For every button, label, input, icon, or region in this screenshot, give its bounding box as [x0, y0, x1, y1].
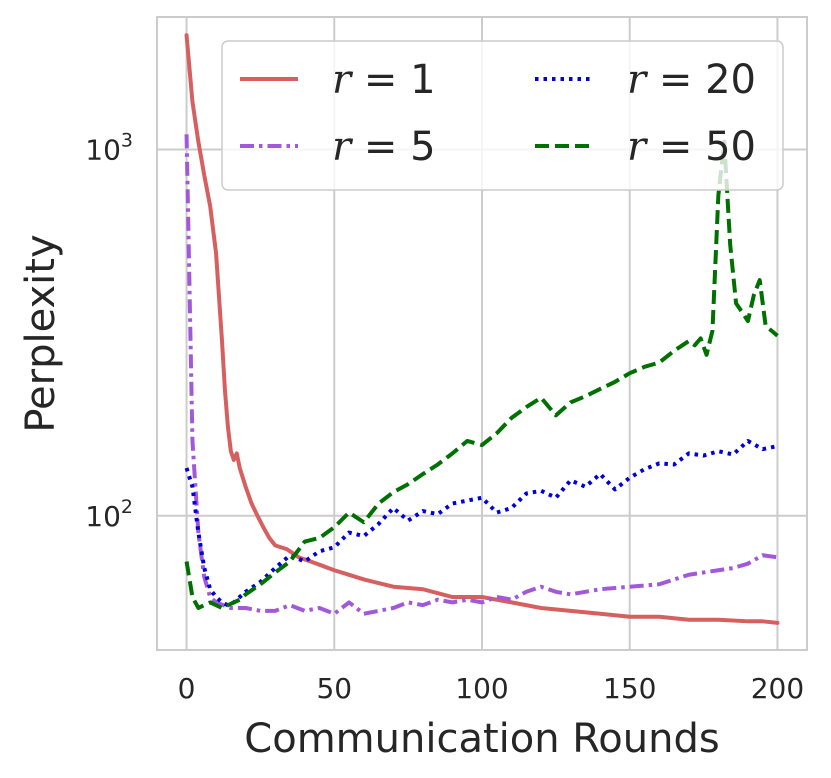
x-tick-label: 200 [751, 672, 804, 705]
series-line-1 [184, 134, 778, 616]
x-tick-label: 150 [603, 672, 656, 705]
y-tick-label: 103 [85, 129, 133, 166]
legend-item: r = 1 [240, 57, 436, 103]
y-tick-label: 102 [85, 496, 133, 533]
x-tick-label: 100 [455, 672, 508, 705]
x-tick-label: 0 [178, 672, 196, 705]
legend-item: r = 50 [535, 124, 756, 170]
legend-item: r = 20 [535, 57, 756, 103]
x-axis-label: Communication Rounds [244, 716, 719, 762]
y-axis-label: Perplexity [18, 234, 64, 432]
series-line-0 [184, 33, 780, 625]
legend-label: r = 20 [627, 57, 756, 103]
legend-label: r = 50 [627, 124, 756, 170]
legend-label: r = 1 [332, 57, 436, 103]
x-tick-label: 50 [316, 672, 352, 705]
legend-label: r = 5 [332, 124, 436, 170]
plot-frame [156, 16, 808, 651]
legend-box [221, 40, 784, 191]
tick-labels: 0 50 100 150 200 102 103 [85, 129, 804, 705]
legend-item: r = 5 [240, 124, 436, 170]
legend: r = 1 r = 20 r = 5 r = 50 [221, 40, 784, 191]
